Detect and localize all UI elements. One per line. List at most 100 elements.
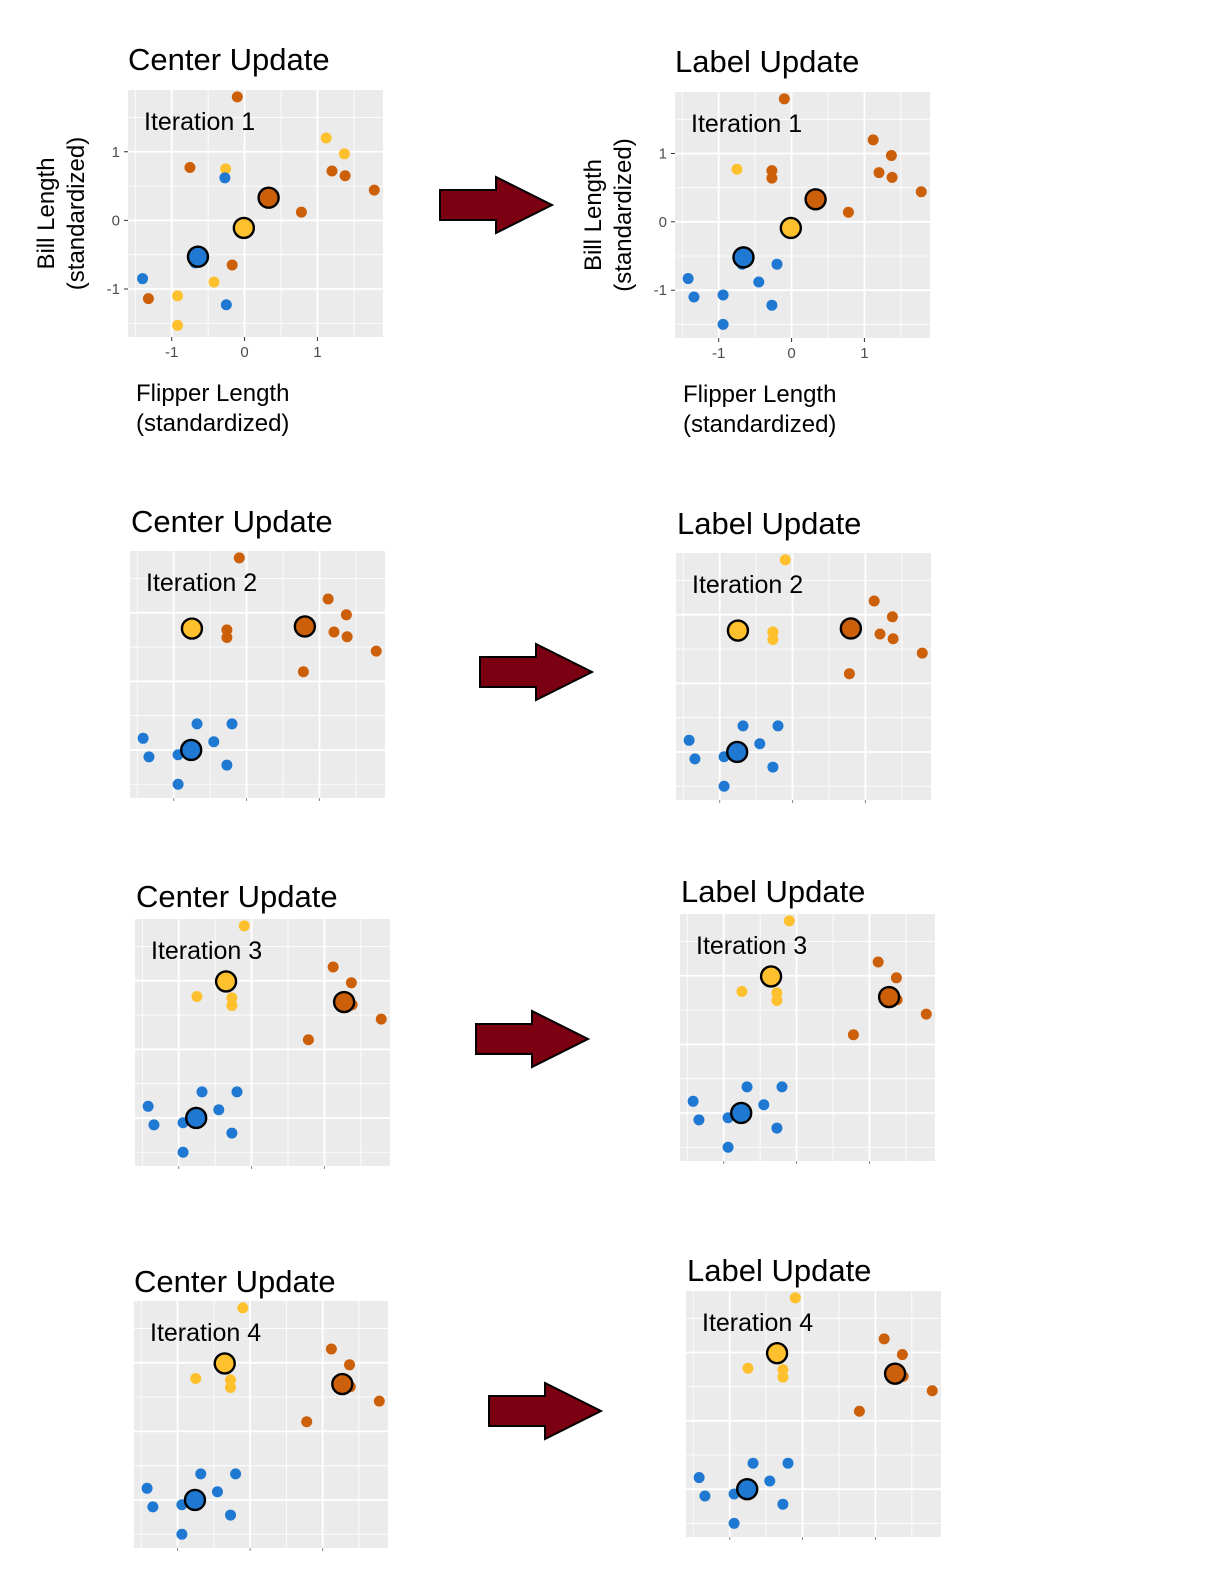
cluster-center-orange xyxy=(257,186,280,209)
data-point-blue xyxy=(143,751,155,763)
data-point-blue xyxy=(764,1475,776,1487)
data-point-orange xyxy=(847,1029,859,1041)
data-point-yellow xyxy=(771,987,783,999)
cluster-center-blue xyxy=(730,1101,753,1125)
chart-title: Label Update xyxy=(681,874,865,909)
chart-title: Center Update xyxy=(128,42,330,77)
y-axis-label: Bill Length xyxy=(33,157,60,269)
data-point-yellow xyxy=(777,1371,789,1383)
data-point-blue xyxy=(226,1127,238,1139)
iteration-annotation: Iteration 1 xyxy=(691,110,802,138)
data-point-blue xyxy=(754,738,766,750)
data-point-blue xyxy=(230,1468,242,1480)
data-point-blue xyxy=(191,718,203,730)
data-point-orange xyxy=(325,1343,337,1355)
data-point-orange xyxy=(233,552,245,564)
cluster-center-yellow xyxy=(213,1352,236,1375)
data-point-yellow xyxy=(190,1373,202,1385)
data-point-orange xyxy=(842,206,854,218)
data-point-orange xyxy=(301,1416,313,1428)
cluster-center-orange xyxy=(839,617,863,640)
cluster-center-yellow xyxy=(759,965,783,988)
plot-background xyxy=(686,1291,941,1537)
data-point-orange xyxy=(322,593,334,605)
cluster-center-blue xyxy=(183,1488,207,1512)
cluster-center-blue xyxy=(184,1106,208,1130)
data-point-blue xyxy=(682,273,694,285)
data-point-blue xyxy=(776,1081,788,1093)
data-point-yellow xyxy=(742,1362,754,1374)
cluster-center-blue xyxy=(186,245,210,268)
data-point-orange xyxy=(890,972,902,984)
data-point-blue xyxy=(137,732,149,744)
cluster-center-orange xyxy=(331,1372,354,1396)
cluster-center-yellow xyxy=(180,617,204,640)
data-point-blue xyxy=(226,718,238,730)
plot-background xyxy=(676,553,931,800)
data-point-orange xyxy=(221,624,233,636)
data-point-yellow xyxy=(226,999,238,1011)
data-point-orange xyxy=(886,611,898,623)
cluster-center-yellow xyxy=(214,970,238,993)
data-point-blue xyxy=(195,1468,207,1480)
x-axis-label: Flipper Length xyxy=(683,381,836,408)
data-point-orange xyxy=(916,647,928,659)
iteration-annotation: Iteration 4 xyxy=(702,1309,813,1337)
chart-title: Label Update xyxy=(687,1253,871,1288)
cluster-center-yellow xyxy=(726,619,750,642)
right-arrow-icon xyxy=(475,1009,591,1069)
data-point-blue xyxy=(208,736,220,748)
iteration-annotation: Iteration 3 xyxy=(696,932,807,960)
data-point-yellow xyxy=(220,163,232,175)
data-point-blue xyxy=(220,299,232,311)
data-point-orange xyxy=(868,595,880,607)
data-point-yellow xyxy=(226,992,238,1004)
data-point-blue xyxy=(176,1528,188,1540)
plot-background xyxy=(134,1301,388,1548)
data-point-orange xyxy=(340,609,352,621)
data-point-blue xyxy=(683,734,695,746)
data-point-yellow xyxy=(338,148,350,160)
data-point-blue xyxy=(771,1122,783,1134)
data-point-yellow xyxy=(779,554,791,566)
iteration-annotation: Iteration 2 xyxy=(146,569,257,597)
x-tick-label: 0 xyxy=(240,344,248,361)
cluster-center-blue xyxy=(726,740,749,764)
iteration-annotation: Iteration 3 xyxy=(151,937,262,965)
cluster-center-orange xyxy=(804,188,827,211)
data-point-blue xyxy=(766,299,778,311)
data-point-orange xyxy=(920,1008,932,1020)
cluster-center-blue xyxy=(179,738,203,762)
right-arrow-icon xyxy=(439,175,555,235)
data-point-blue xyxy=(728,1517,740,1529)
chart-title: Label Update xyxy=(675,44,859,79)
data-point-orange xyxy=(302,1034,314,1046)
data-point-blue xyxy=(777,1498,789,1510)
data-point-orange xyxy=(295,206,307,218)
plot-background xyxy=(130,551,385,798)
data-point-orange xyxy=(142,293,154,305)
chart-panel-5: Iteration 3 Center Update xyxy=(135,879,390,1169)
data-point-orange xyxy=(339,170,351,182)
chart-panel-3: Iteration 2 Center Update xyxy=(130,504,385,801)
data-point-blue xyxy=(231,1086,243,1098)
data-point-blue xyxy=(772,720,784,732)
data-point-yellow xyxy=(172,319,184,331)
data-point-orange xyxy=(231,91,243,103)
cluster-center-orange xyxy=(877,985,901,1009)
data-point-blue xyxy=(718,780,730,792)
data-point-yellow xyxy=(238,920,250,932)
data-point-yellow xyxy=(789,1292,801,1304)
data-point-orange xyxy=(778,93,790,105)
y-axis-label: (standardized) xyxy=(63,137,90,290)
data-point-orange xyxy=(878,1333,890,1345)
x-tick-label: -1 xyxy=(165,344,178,361)
plot-background xyxy=(680,914,935,1161)
data-point-orange xyxy=(843,668,855,680)
data-point-orange xyxy=(853,1405,865,1417)
cluster-center-yellow xyxy=(765,1341,789,1365)
chart-title: Center Update xyxy=(131,504,333,539)
chart-title: Center Update xyxy=(134,1264,336,1299)
data-point-orange xyxy=(345,977,357,989)
